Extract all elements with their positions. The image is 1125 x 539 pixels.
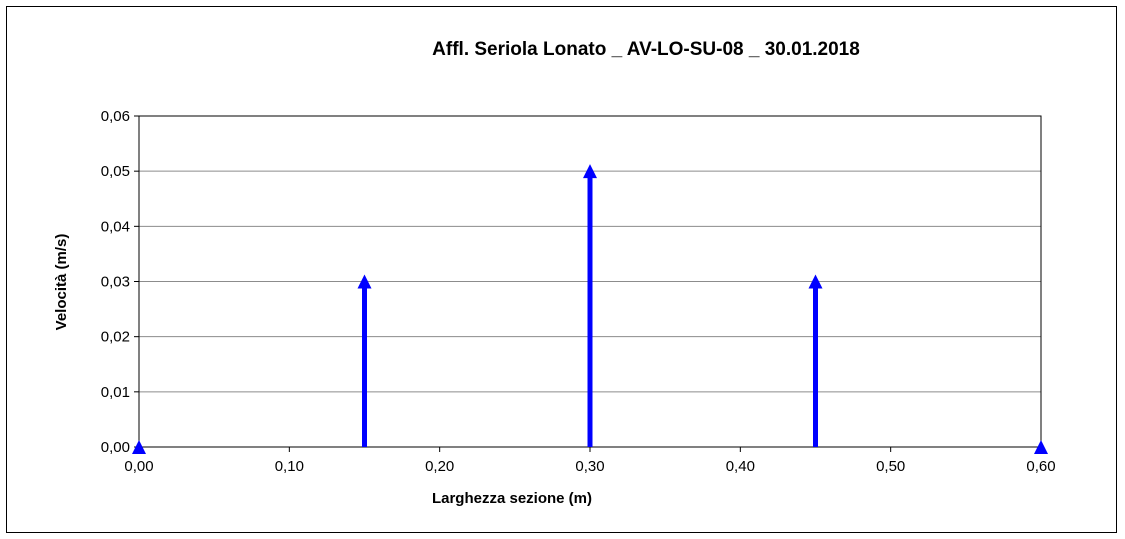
y-tick-label: 0,03 bbox=[101, 274, 130, 291]
data-point bbox=[132, 440, 146, 454]
triangle-marker bbox=[808, 274, 823, 289]
x-tick-label: 0,20 bbox=[425, 458, 454, 475]
chart-frame bbox=[6, 6, 1117, 533]
triangle-marker bbox=[583, 164, 597, 179]
y-tick-label: 0,06 bbox=[101, 108, 130, 125]
y-axis-label: Velocità (m/s) bbox=[53, 234, 70, 331]
x-tick-label: 0,60 bbox=[1026, 458, 1055, 475]
data-point bbox=[1034, 440, 1048, 454]
data-point bbox=[808, 274, 823, 447]
x-axis-label: Larghezza sezione (m) bbox=[432, 490, 592, 507]
y-tick-label: 0,04 bbox=[101, 218, 130, 235]
data-marks bbox=[132, 164, 1048, 454]
triangle-marker bbox=[132, 440, 146, 454]
x-tick-label: 0,00 bbox=[124, 458, 153, 475]
x-tick-label: 0,40 bbox=[726, 458, 755, 475]
x-axis-ticks: 0,00 0,10 0,20 0,30 0,40 0,50 0,60 bbox=[124, 447, 1056, 475]
y-tick-label: 0,02 bbox=[101, 329, 130, 346]
x-tick-label: 0,50 bbox=[876, 458, 905, 475]
y-axis-ticks: 0,00 0,01 0,02 0,03 0,04 0,05 0,06 bbox=[101, 108, 139, 456]
triangle-marker bbox=[1034, 440, 1048, 454]
y-tick-label: 0,01 bbox=[101, 384, 130, 401]
y-tick-label: 0,05 bbox=[101, 163, 130, 180]
triangle-marker bbox=[357, 274, 372, 289]
x-tick-label: 0,30 bbox=[575, 458, 604, 475]
y-tick-label: 0,00 bbox=[101, 439, 130, 456]
data-point bbox=[583, 164, 597, 447]
chart-title: Affl. Seriola Lonato _ AV-LO-SU-08 _ 30.… bbox=[432, 39, 860, 60]
x-tick-label: 0,10 bbox=[275, 458, 304, 475]
data-point bbox=[357, 274, 372, 447]
